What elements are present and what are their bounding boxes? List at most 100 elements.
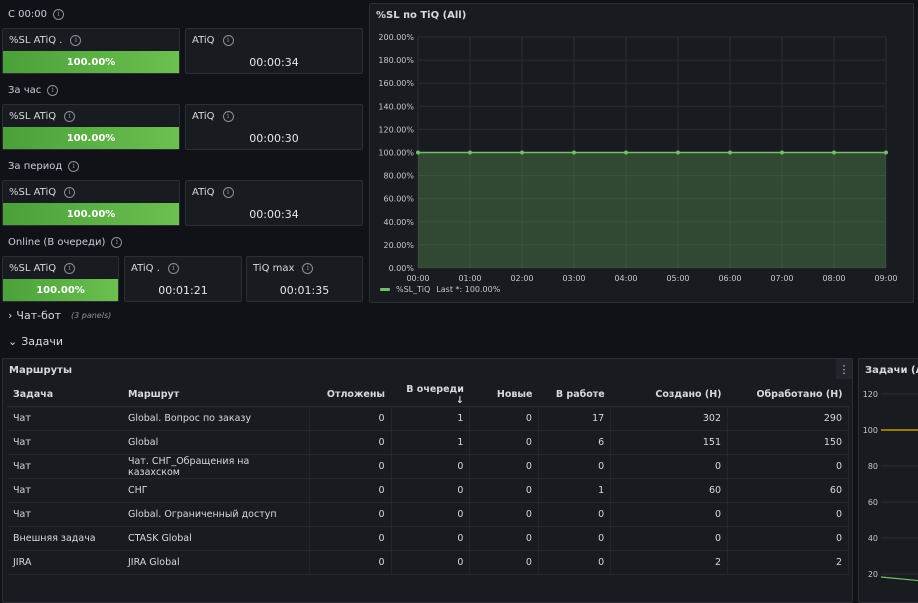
section-title-since-midnight: С 00:00 i bbox=[8, 9, 64, 20]
panel-menu-icon[interactable]: ⋮ bbox=[836, 359, 852, 379]
column-header[interactable]: В работе bbox=[538, 383, 611, 407]
legend-series-name: %SL_TiQ bbox=[396, 285, 431, 294]
x-tick-label: 03:00 bbox=[562, 274, 585, 283]
column-header[interactable]: Задача bbox=[7, 383, 122, 407]
info-icon[interactable]: i bbox=[47, 85, 59, 96]
info-icon[interactable]: i bbox=[111, 237, 123, 248]
table-cell: 0 bbox=[309, 454, 392, 479]
table-row[interactable]: Чат СНГ 0 0 0 1 60 60 bbox=[7, 478, 849, 503]
x-tick-label: 09:00 bbox=[874, 274, 897, 283]
table-cell: 0 bbox=[309, 406, 392, 431]
atiq-panel-2[interactable]: ATiQ i 00:00:30 bbox=[185, 104, 363, 150]
info-icon[interactable]: i bbox=[68, 161, 80, 172]
data-point bbox=[468, 150, 472, 155]
y-tick-label: 140.00% bbox=[378, 102, 414, 111]
data-point bbox=[520, 150, 524, 155]
table-cell: 0 bbox=[610, 502, 729, 527]
info-icon[interactable]: i bbox=[167, 263, 179, 274]
row-title: Чат-бот bbox=[16, 309, 61, 322]
column-header[interactable]: Маршрут bbox=[121, 383, 310, 407]
y-tick-label: 40 bbox=[868, 534, 878, 543]
sl-panel-2[interactable]: %SL ATiQ i 100.00% bbox=[2, 104, 180, 150]
sl-tiq-chart-panel[interactable]: %SL по TiQ (All) 0.00% 20.00% 40.00% 60.00%… bbox=[369, 3, 914, 303]
y-tick-label: 60.00% bbox=[383, 195, 414, 204]
row-chatbot[interactable]: › Чат-бот (3 panels) bbox=[8, 309, 111, 322]
table-cell: 0 bbox=[391, 550, 471, 575]
table-cell: СНГ bbox=[121, 478, 311, 503]
info-icon[interactable]: i bbox=[64, 187, 76, 198]
panel-title: ATiQ bbox=[192, 111, 215, 122]
table-cell: 0 bbox=[391, 526, 471, 551]
y-tick-label: 120.00% bbox=[378, 125, 414, 134]
table-row[interactable]: Чат Global. Вопрос по заказу 0 1 0 17 302 290 bbox=[7, 406, 849, 431]
table-row[interactable]: JIRA JIRA Global 0 0 0 0 2 2 bbox=[7, 550, 849, 575]
table-row[interactable]: Внешняя задача CTASK Global 0 0 0 0 0 0 bbox=[7, 526, 849, 551]
section-label: Online (В очереди) bbox=[8, 237, 106, 248]
table-cell: 290 bbox=[727, 406, 849, 431]
table-cell: 0 bbox=[727, 526, 849, 551]
table-cell: 0 bbox=[610, 526, 729, 551]
sl-panel-1[interactable]: %SL ATiQ . i 100.00% bbox=[2, 28, 180, 74]
table-cell: 0 bbox=[469, 430, 539, 455]
column-header[interactable]: Обработано (Н) bbox=[727, 383, 849, 407]
info-icon[interactable]: i bbox=[222, 111, 234, 122]
table-cell: 1 bbox=[391, 406, 471, 431]
tiq-max-panel[interactable]: TiQ max i 00:01:35 bbox=[246, 256, 363, 302]
section-label: С 00:00 bbox=[8, 9, 47, 20]
atiq-value: 00:00:34 bbox=[249, 56, 299, 69]
x-tick-label: 07:00 bbox=[770, 274, 793, 283]
chevron-right-icon: › bbox=[8, 309, 13, 322]
tasks-all-panel[interactable]: Задачи (All) 20 40 60 80 100 120 bbox=[858, 358, 918, 603]
table-cell: 6 bbox=[538, 430, 612, 455]
table-cell: 0 bbox=[469, 526, 539, 551]
info-icon[interactable]: i bbox=[64, 263, 76, 274]
info-icon[interactable]: i bbox=[222, 35, 234, 46]
sl-panel-3[interactable]: %SL ATiQ i 100.00% bbox=[2, 180, 180, 226]
y-tick-label: 160.00% bbox=[378, 79, 414, 88]
table-cell: Чат. СНГ_Обращения на казахском bbox=[121, 454, 311, 479]
table-cell: 0 bbox=[469, 502, 539, 527]
column-header[interactable]: Отложены bbox=[309, 383, 392, 407]
info-icon[interactable]: i bbox=[52, 9, 64, 20]
panel-title: ATiQ bbox=[192, 187, 215, 198]
table-row[interactable]: Чат Global 0 1 0 6 151 150 bbox=[7, 430, 849, 455]
column-header[interactable]: Новые bbox=[469, 383, 539, 407]
table-cell: 0 bbox=[538, 550, 612, 575]
tasks-all-title: Задачи (All) bbox=[865, 365, 918, 376]
panel-title: ATiQ bbox=[192, 35, 215, 46]
routes-title: Маршруты bbox=[9, 365, 72, 376]
column-header[interactable]: В очереди ↓ bbox=[391, 383, 470, 407]
panel-title: %SL ATiQ bbox=[9, 263, 57, 274]
table-cell: JIRA Global bbox=[121, 550, 311, 575]
atiq-value: 00:01:21 bbox=[158, 284, 208, 297]
y-tick-label: 80 bbox=[868, 462, 878, 471]
sl-panel-4[interactable]: %SL ATiQ i 100.00% bbox=[2, 256, 119, 302]
table-cell: 17 bbox=[538, 406, 612, 431]
table-cell: 150 bbox=[727, 430, 849, 455]
atiq-panel-1[interactable]: ATiQ i 00:00:34 bbox=[185, 28, 363, 74]
atiq-panel-4[interactable]: ATiQ . i 00:01:21 bbox=[124, 256, 242, 302]
table-cell: 302 bbox=[610, 406, 729, 431]
info-icon[interactable]: i bbox=[64, 111, 76, 122]
panel-title: %SL ATiQ bbox=[9, 111, 57, 122]
table-row[interactable]: Чат Global. Ограниченный доступ 0 0 0 0 0 0 bbox=[7, 502, 849, 527]
panel-title: TiQ max bbox=[253, 263, 295, 274]
table-row[interactable]: Чат Чат. СНГ_Обращения на казахском 0 0 0 0 0 0 bbox=[7, 454, 849, 479]
routes-panel[interactable]: Маршруты ⋮ Задача Маршрут Отложены В очеред… bbox=[2, 358, 853, 603]
table-cell: Global. Ограниченный доступ bbox=[121, 502, 311, 527]
section-title-online: Online (В очереди) i bbox=[8, 237, 123, 248]
table-cell: 60 bbox=[610, 478, 729, 503]
info-icon[interactable]: i bbox=[302, 263, 314, 274]
info-icon[interactable]: i bbox=[222, 187, 234, 198]
tiq-max-value: 00:01:35 bbox=[279, 284, 330, 297]
info-icon[interactable]: i bbox=[70, 35, 82, 46]
column-header[interactable]: Создано (Н) bbox=[610, 383, 728, 407]
x-tick-label: 08:00 bbox=[822, 274, 845, 283]
table-cell: 60 bbox=[727, 478, 849, 503]
table-cell: 0 bbox=[469, 454, 539, 479]
data-point bbox=[416, 150, 420, 155]
chart-legend[interactable]: %SL_TiQ Last *: 100.00% bbox=[380, 285, 500, 294]
row-tasks[interactable]: ⌄ Задачи bbox=[8, 335, 63, 348]
atiq-panel-3[interactable]: ATiQ i 00:00:34 bbox=[185, 180, 363, 226]
table-cell: Чат bbox=[7, 454, 122, 479]
